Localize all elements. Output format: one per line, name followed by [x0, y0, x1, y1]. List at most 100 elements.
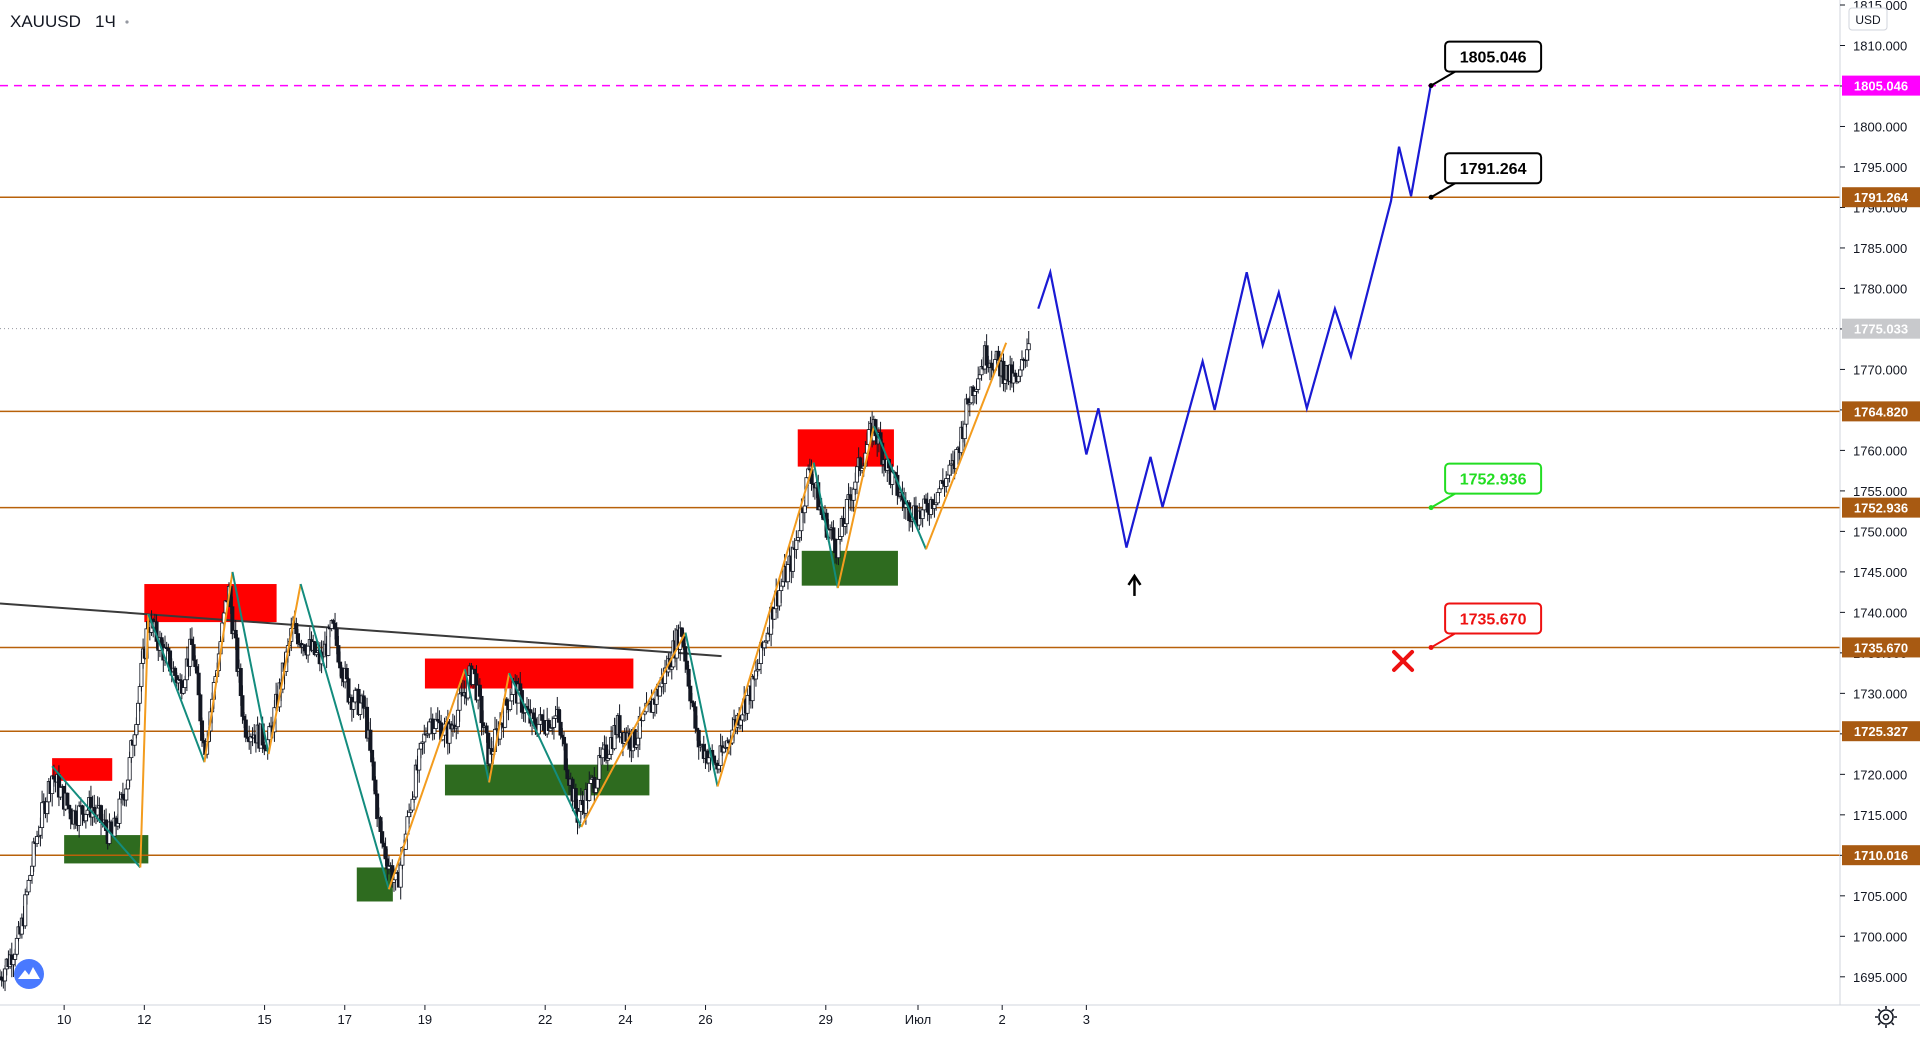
up-arrow-icon[interactable]	[1127, 573, 1142, 596]
candle[interactable]	[125, 779, 130, 790]
wave-up-line[interactable]	[267, 583, 302, 755]
level-price-tag[interactable]: 1735.670	[1842, 637, 1920, 658]
candle-body	[31, 841, 36, 867]
price-tick-label: 1715.000	[1853, 808, 1907, 823]
demand-zone[interactable]	[801, 550, 898, 586]
candle-body	[540, 714, 545, 721]
candle-body	[594, 787, 599, 793]
candle-body	[693, 706, 698, 729]
level-price-tag[interactable]: 1725.327	[1842, 721, 1920, 742]
price-callout[interactable]: 1735.670	[1428, 602, 1543, 650]
candle-body	[686, 668, 691, 687]
candle[interactable]	[772, 607, 777, 620]
candle-body	[558, 721, 563, 736]
interval-label[interactable]: 1Ч	[95, 12, 116, 31]
candle-body	[381, 842, 386, 848]
candle-body	[125, 779, 130, 790]
callout-pointer	[1430, 492, 1456, 509]
candle-body	[791, 547, 796, 572]
callout-anchor	[1428, 83, 1434, 89]
currency-badge[interactable]: USD	[1848, 7, 1888, 31]
settings-gear-icon[interactable]	[1875, 1006, 1897, 1028]
candle-body	[854, 466, 859, 483]
wave-up-line[interactable]	[716, 462, 815, 787]
candle-body	[14, 937, 19, 955]
candle-body	[762, 641, 767, 649]
price-tick-label: 1800.000	[1853, 119, 1907, 134]
time-tick-label: 19	[418, 1012, 432, 1027]
candle-body	[600, 748, 605, 759]
wave-up-line[interactable]	[139, 613, 150, 868]
candle-body	[457, 693, 462, 711]
demand-zone[interactable]	[444, 764, 650, 796]
candle-body	[117, 798, 122, 824]
candle-body	[407, 811, 412, 818]
candle-body	[378, 817, 383, 832]
wave-down-line[interactable]	[299, 583, 390, 890]
level-price-tag[interactable]: 1791.264	[1842, 187, 1920, 208]
candle-body	[838, 536, 843, 540]
target-price-tag[interactable]: 1805.046	[1842, 75, 1920, 96]
candle-body	[935, 492, 940, 504]
chart-pane[interactable]: 1805.046 1791.264 1752.936 1735.670	[0, 40, 1840, 992]
forecast-path[interactable]	[1037, 83, 1433, 548]
wave-down-line[interactable]	[684, 632, 719, 787]
candle-body	[688, 685, 693, 702]
candle[interactable]	[198, 693, 203, 726]
candle-body	[1019, 359, 1024, 371]
wave-up-line[interactable]	[203, 571, 234, 763]
stop-cross-icon[interactable]	[1392, 649, 1415, 672]
candle-body	[35, 836, 40, 845]
trendline[interactable]	[0, 602, 722, 658]
level-price-tag[interactable]: 1764.820	[1842, 401, 1920, 422]
wave-down-line[interactable]	[464, 668, 491, 783]
time-axis[interactable]: 10 12 15 17 19 22 24 26 29 Июл 2 3	[0, 1004, 1920, 1027]
price-callout[interactable]: 1805.046	[1428, 40, 1543, 89]
wave-down-line[interactable]	[231, 571, 270, 755]
candle-body	[913, 505, 918, 521]
candle-body	[0, 976, 4, 981]
candle-body	[1018, 369, 1023, 377]
level-price-tag[interactable]: 1752.936	[1842, 497, 1920, 518]
candle[interactable]	[1026, 331, 1031, 361]
wave-down-line[interactable]	[812, 462, 839, 589]
level-price-tag[interactable]: 1710.016	[1842, 845, 1920, 866]
candle-body	[302, 644, 307, 652]
price-axis[interactable]: 1695.0001700.0001705.0001710.0001715.000…	[1839, 0, 1920, 1005]
candle-body	[484, 725, 489, 734]
candle-body	[267, 726, 272, 741]
wave-down-line[interactable]	[508, 672, 583, 828]
price-tick-label: 1780.000	[1853, 281, 1907, 296]
candle-body	[427, 721, 432, 735]
wave-up-line[interactable]	[488, 672, 511, 783]
candle-body	[29, 865, 34, 876]
wave-up-line[interactable]	[387, 668, 466, 890]
callout-pointer	[1430, 70, 1456, 87]
symbol-title: XAUUSD	[10, 12, 81, 31]
candle-body	[757, 663, 762, 670]
price-callout[interactable]: 1752.936	[1428, 462, 1543, 511]
candle-body	[607, 753, 612, 759]
supply-zone[interactable]	[424, 658, 634, 689]
candle-body	[230, 606, 235, 635]
last-price-tag[interactable]: 1775.033	[1842, 318, 1920, 339]
candle-body	[984, 345, 989, 366]
candle-body	[65, 792, 70, 806]
time-tick-label: 22	[538, 1012, 552, 1027]
more-dots-icon[interactable]	[125, 20, 129, 24]
supply-zone[interactable]	[52, 758, 113, 781]
price-callout[interactable]: 1791.264	[1428, 152, 1543, 200]
candle-body	[68, 808, 73, 820]
tradingview-logo-icon[interactable]	[14, 959, 44, 989]
wave-down-line[interactable]	[147, 613, 206, 763]
candle-body	[3, 968, 8, 982]
wave-up-line[interactable]	[925, 342, 1008, 550]
candle-body	[745, 694, 750, 714]
candle-body	[173, 667, 178, 676]
candle[interactable]	[563, 742, 568, 773]
wave-down-line[interactable]	[51, 765, 142, 869]
wave-up-line[interactable]	[580, 632, 687, 828]
wave-down-line[interactable]	[872, 425, 927, 550]
wave-up-line[interactable]	[836, 425, 875, 589]
